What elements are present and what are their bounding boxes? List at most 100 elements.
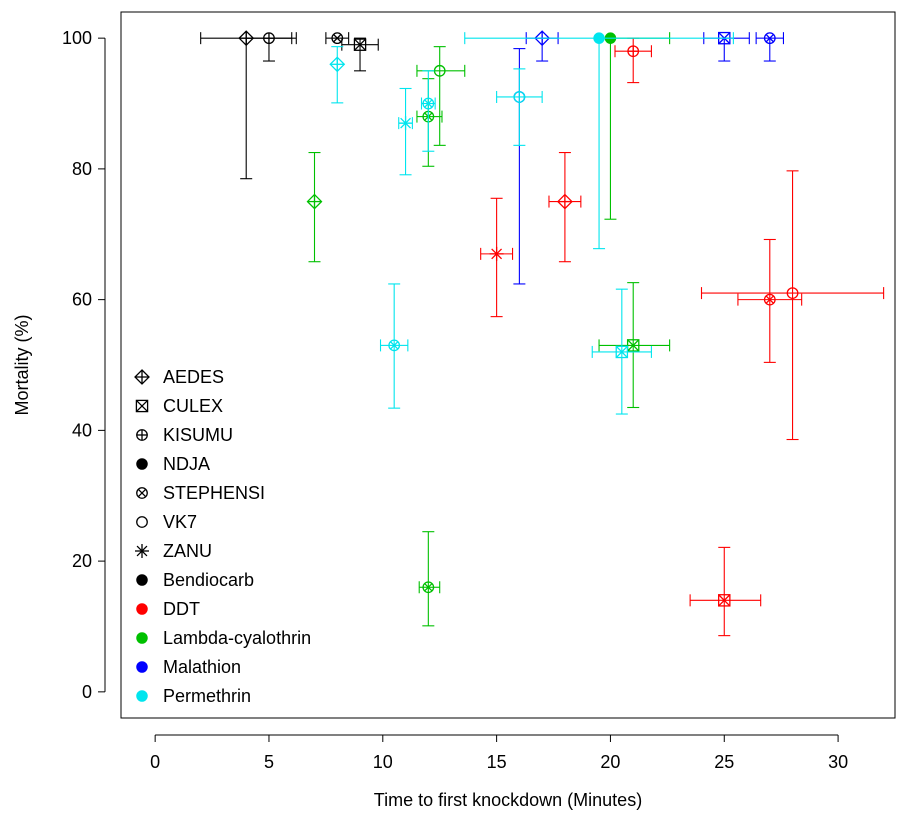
data-point <box>329 46 346 104</box>
point-marker <box>593 32 605 44</box>
data-point <box>496 68 543 146</box>
legend-label: CULEX <box>163 396 223 416</box>
legend-item: Permethrin <box>136 686 251 706</box>
point-marker <box>398 116 413 131</box>
legend-item: Lambda-cyalothrin <box>136 628 311 648</box>
legend-marker <box>136 487 148 499</box>
legend-label: DDT <box>163 599 200 619</box>
legend-item: ZANU <box>135 541 212 561</box>
data-point <box>200 30 293 180</box>
legend: AEDES CULEX KISUMU NDJA STEPHENSI VK7 ZANU Bend… <box>134 367 311 706</box>
point-marker <box>556 193 573 210</box>
data-point <box>341 37 379 72</box>
data-point <box>689 546 762 637</box>
x-tick-label: 5 <box>264 752 274 772</box>
legend-item: DDT <box>136 599 200 619</box>
legend-marker <box>136 661 148 673</box>
point-marker <box>306 193 323 210</box>
legend-item: KISUMU <box>136 425 233 445</box>
data-point <box>398 87 413 176</box>
y-tick-label: 60 <box>72 290 92 310</box>
legend-marker <box>136 429 148 441</box>
data-point <box>598 282 671 409</box>
data-point <box>755 32 785 62</box>
legend-marker <box>136 603 148 615</box>
data-point <box>703 31 750 62</box>
point-marker <box>615 345 629 359</box>
legend-label: Lambda-cyalothrin <box>163 628 311 648</box>
data-point <box>416 46 466 146</box>
y-tick-label: 80 <box>72 159 92 179</box>
point-marker <box>513 91 526 103</box>
y-tick-label: 40 <box>72 420 92 440</box>
x-tick-label: 25 <box>714 752 734 772</box>
data-point <box>325 32 350 45</box>
legend-label: STEPHENSI <box>163 483 265 503</box>
data-point <box>464 32 734 250</box>
point-marker <box>489 246 504 261</box>
point-marker <box>329 56 346 73</box>
point-marker <box>388 339 401 352</box>
legend-item: VK7 <box>136 512 197 532</box>
data-point <box>416 78 443 167</box>
data-point <box>420 70 436 152</box>
data-point <box>700 170 885 441</box>
point-marker <box>626 339 640 352</box>
legend-marker <box>135 544 149 558</box>
legend-marker <box>136 632 148 644</box>
x-axis: 0 5 10 15 20 25 30 <box>150 734 848 772</box>
legend-label: ZANU <box>163 541 212 561</box>
legend-label: Bendiocarb <box>163 570 254 590</box>
legend-item: STEPHENSI <box>136 483 265 503</box>
legend-label: KISUMU <box>163 425 233 445</box>
x-tick-label: 10 <box>373 752 393 772</box>
legend-label: VK7 <box>163 512 197 532</box>
x-tick-label: 0 <box>150 752 160 772</box>
legend-label: Malathion <box>163 657 241 677</box>
data-point <box>480 197 514 318</box>
x-tick-label: 20 <box>600 752 620 772</box>
point-marker <box>422 581 435 594</box>
legend-marker <box>136 458 148 470</box>
data-point <box>525 30 559 62</box>
x-tick-label: 30 <box>828 752 848 772</box>
legend-item: AEDES <box>134 367 224 387</box>
data-point <box>591 288 652 415</box>
x-tick-label: 15 <box>487 752 507 772</box>
legend-item: CULEX <box>135 396 223 416</box>
data-point <box>737 238 803 363</box>
legend-label: NDJA <box>163 454 210 474</box>
legend-item: Malathion <box>136 657 241 677</box>
data-point <box>614 37 652 84</box>
data-point <box>306 151 323 263</box>
point-marker <box>627 45 640 58</box>
point-marker <box>763 293 776 306</box>
point-marker <box>718 594 731 607</box>
point-marker <box>353 38 367 51</box>
legend-item: Bendiocarb <box>136 570 254 590</box>
point-marker <box>263 32 275 45</box>
y-axis-label: Mortality (%) <box>12 314 32 415</box>
data-point <box>604 32 671 220</box>
y-tick-label: 100 <box>62 28 92 48</box>
x-axis-label: Time to first knockdown (Minutes) <box>374 790 642 810</box>
legend-marker <box>134 369 150 385</box>
legend-marker <box>136 516 148 528</box>
point-marker <box>763 32 776 45</box>
legend-marker <box>135 399 149 413</box>
y-tick-label: 20 <box>72 551 92 571</box>
data-point <box>548 151 582 263</box>
point-marker <box>786 287 799 299</box>
legend-marker <box>136 690 148 702</box>
plot-frame <box>120 11 896 719</box>
legend-marker <box>136 574 148 586</box>
point-marker <box>433 64 446 77</box>
legend-item: NDJA <box>136 454 210 474</box>
data-points <box>200 30 885 637</box>
data-point <box>245 32 297 62</box>
legend-label: Permethrin <box>163 686 251 706</box>
y-tick-label: 0 <box>82 682 92 702</box>
y-axis: 0 20 40 60 80 100 <box>62 28 106 702</box>
point-marker <box>331 32 344 45</box>
